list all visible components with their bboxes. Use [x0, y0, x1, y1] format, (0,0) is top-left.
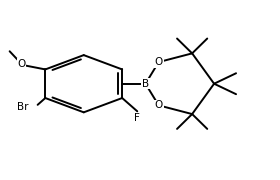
Text: B: B [142, 79, 149, 89]
Text: F: F [134, 113, 140, 123]
Text: O: O [155, 57, 163, 67]
Text: Br: Br [17, 102, 28, 112]
Text: O: O [155, 100, 163, 110]
Text: O: O [17, 59, 25, 69]
